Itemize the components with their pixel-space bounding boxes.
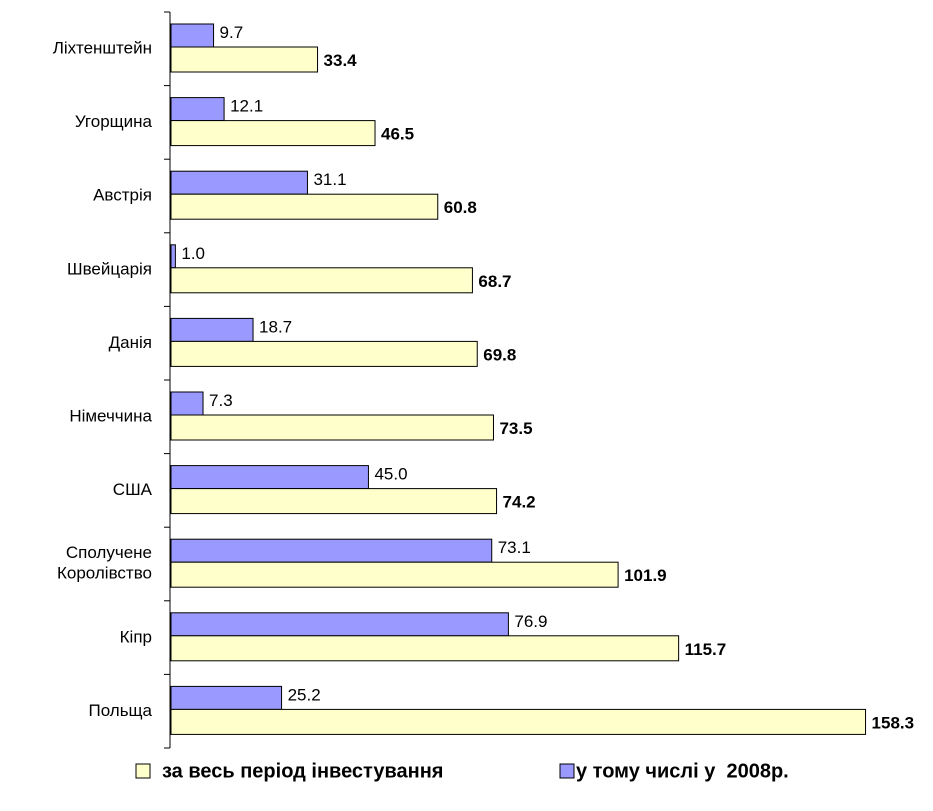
legend-label: за весь період інвестування [162,760,443,782]
y-tick-label: Сполучене Королівство [57,543,152,582]
bar [170,538,493,563]
data-label: 73.1 [498,538,531,557]
bar [170,488,498,515]
data-label: 9.7 [220,23,244,42]
data-label: 74.2 [503,493,536,512]
data-label: 7.3 [209,391,233,410]
legend-swatch [135,763,151,779]
data-label: 60.8 [444,198,477,217]
bar [170,561,619,588]
data-label: 33.4 [324,51,358,70]
y-tick-label: Кіпр [120,627,152,646]
bar [170,391,204,416]
y-tick-label: Німеччина [69,406,152,425]
bar [170,635,680,662]
data-label: 69.8 [483,345,516,364]
bar [170,244,176,269]
data-label: 46.5 [381,125,414,144]
bar [170,120,376,147]
y-tick-label: Ліхтенштейн [53,38,152,57]
y-tick-label: США [113,480,153,499]
legend-swatch [559,763,575,779]
bar [170,685,283,710]
bar [170,317,254,342]
data-label: 76.9 [514,612,547,631]
y-tick-label: Угорщина [75,112,153,131]
data-label: 115.7 [685,640,727,659]
data-label: 1.0 [181,244,205,263]
y-tick-label: Швейцарія [67,259,152,278]
data-label: 45.0 [374,465,407,484]
legend-label: у тому числі у 2008р. [576,760,789,782]
bar [170,708,867,735]
data-label: 101.9 [624,566,667,585]
data-label: 25.2 [288,685,321,704]
data-label: 73.5 [499,419,532,438]
data-label: 18.7 [259,317,292,336]
bar [170,414,494,441]
bar [170,23,215,48]
bar [170,465,369,490]
bar [170,267,473,294]
y-tick-label: Данія [109,333,152,352]
data-label: 12.1 [230,97,263,116]
bar [170,46,319,73]
data-label: 158.3 [872,713,915,732]
bar [170,170,308,195]
y-tick-label: Польща [88,701,152,720]
bar [170,612,509,637]
data-label: 31.1 [313,170,346,189]
bar [170,193,439,220]
bar [170,97,225,122]
y-tick-label: Австрія [93,186,152,205]
bar [170,340,478,367]
data-label: 68.7 [478,272,511,291]
